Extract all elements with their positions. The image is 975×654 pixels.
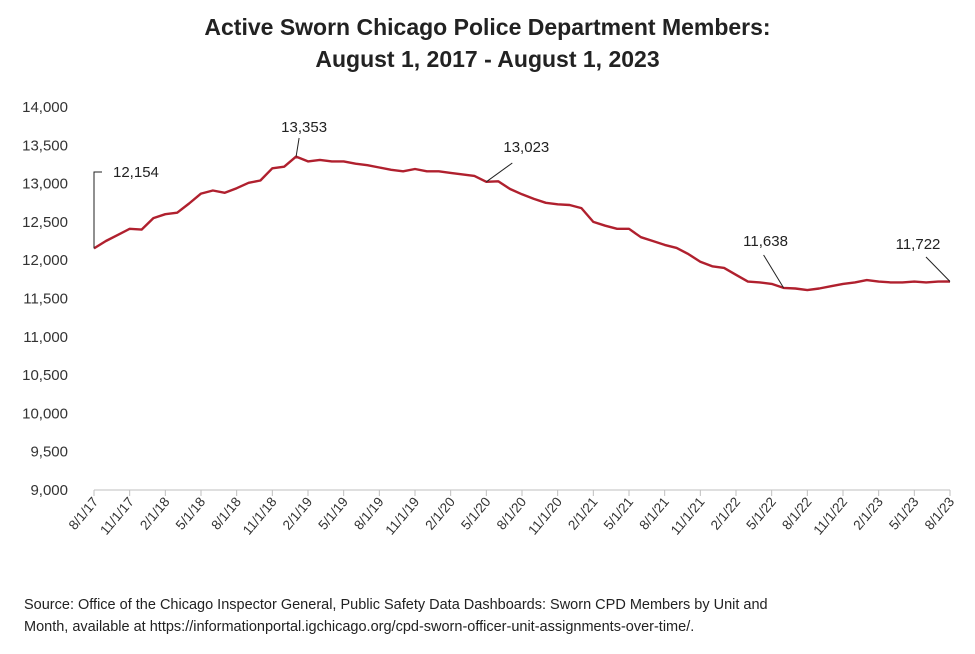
x-tick-label: 11/1/21: [668, 494, 708, 537]
y-axis: 9,000 9,500 10,000 10,500 11,000 11,500 12,000…: [22, 99, 68, 499]
y-tick-label: 12,000: [22, 252, 68, 269]
x-tick-label: 8/1/21: [636, 494, 672, 532]
x-tick-label: 8/1/18: [208, 494, 244, 532]
y-tick-label: 13,500: [22, 137, 68, 154]
data-label-leader: [925, 256, 951, 282]
data-label: 11,722: [896, 236, 941, 253]
chart-title-line1: Active Sworn Chicago Police Department M…: [204, 14, 771, 40]
data-label: 11,638: [743, 233, 788, 250]
x-tick-label: 8/1/22: [779, 494, 815, 532]
source-note: Source: Office of the Chicago Inspector …: [24, 594, 954, 638]
x-tick-label: 8/1/23: [922, 494, 958, 532]
source-line1: Source: Office of the Chicago Inspector …: [24, 597, 768, 613]
y-tick-label: 11,000: [23, 329, 68, 346]
x-tick-label: 11/1/20: [525, 494, 565, 537]
data-label: 12,154: [113, 164, 159, 181]
series-line: [93, 155, 951, 292]
x-tick-label: 5/1/18: [173, 494, 209, 532]
data-label-leader: [763, 254, 785, 289]
x-tick-label: 2/1/19: [280, 494, 316, 532]
y-tick-label: 12,500: [22, 214, 68, 231]
y-tick-label: 9,000: [30, 482, 68, 499]
x-tick-label: 5/1/21: [601, 494, 637, 532]
x-tick-label: 11/1/19: [382, 494, 422, 537]
data-label: 13,023: [503, 139, 549, 156]
data-label-leader: [486, 162, 513, 183]
x-tick-label: 5/1/22: [743, 494, 779, 532]
series-line-group: [93, 155, 951, 292]
data-label-leader: [93, 171, 102, 249]
y-tick-label: 10,000: [22, 405, 68, 422]
source-line2: Month, available at https://informationp…: [24, 619, 695, 635]
x-tick-label: 2/1/18: [137, 494, 173, 532]
x-tick-label: 2/1/20: [422, 494, 458, 532]
x-tick-label: 5/1/20: [458, 494, 494, 532]
chart-title-line2: August 1, 2017 - August 1, 2023: [315, 46, 660, 72]
x-tick-label: 8/1/20: [494, 494, 530, 532]
data-label: 13,353: [281, 119, 327, 136]
x-tick-label: 5/1/23: [886, 494, 922, 532]
y-tick-label: 14,000: [22, 99, 68, 116]
y-tick-label: 11,500: [23, 291, 68, 308]
x-tick-label: 11/1/17: [97, 494, 137, 537]
y-tick-label: 13,000: [22, 176, 68, 193]
data-label-leader: [295, 137, 300, 157]
x-tick-label: 8/1/19: [351, 494, 387, 532]
x-tick-label: 11/1/18: [240, 494, 280, 537]
x-tick-label: 2/1/23: [850, 494, 886, 532]
y-tick-label: 9,500: [30, 444, 68, 461]
y-tick-label: 10,500: [22, 367, 68, 384]
data-label-group: 12,154 13,353 13,023 11,638 11,722: [93, 119, 951, 289]
x-tick-label: 2/1/22: [708, 494, 744, 532]
x-tick-label: 5/1/19: [315, 494, 351, 532]
x-tick-label: 2/1/21: [565, 494, 601, 532]
x-tick-label: 11/1/22: [810, 494, 850, 537]
x-tick-label: 8/1/17: [66, 494, 102, 532]
